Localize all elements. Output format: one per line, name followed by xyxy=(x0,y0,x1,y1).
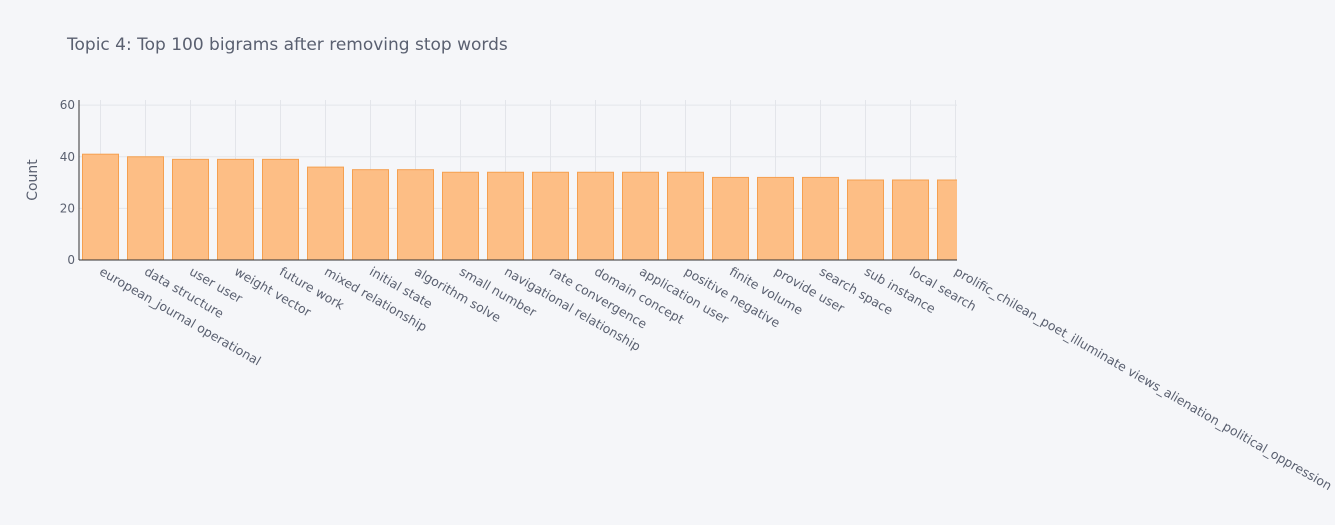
bar[interactable] xyxy=(892,179,929,260)
y-tick-label: 60 xyxy=(60,98,75,112)
bar[interactable] xyxy=(622,171,659,260)
bar[interactable] xyxy=(262,158,299,260)
bar[interactable] xyxy=(172,158,209,260)
y-tick-label: 20 xyxy=(60,201,75,215)
bar[interactable] xyxy=(712,176,749,260)
axes xyxy=(78,100,957,261)
bar[interactable] xyxy=(487,171,524,260)
bar[interactable] xyxy=(307,166,344,260)
bar[interactable] xyxy=(847,179,884,260)
y-tick-label: 0 xyxy=(67,253,75,267)
y-axis-title: Count xyxy=(25,159,41,201)
bar[interactable] xyxy=(802,176,839,260)
bar[interactable] xyxy=(127,156,164,260)
bar[interactable] xyxy=(352,169,389,260)
bars xyxy=(82,153,974,260)
bar[interactable] xyxy=(667,171,704,260)
bar[interactable] xyxy=(532,171,569,260)
y-tick-labels: 0 20 40 60 xyxy=(60,98,75,267)
bar[interactable] xyxy=(577,171,614,260)
bar[interactable] xyxy=(217,158,254,260)
bar[interactable] xyxy=(397,169,434,260)
bar[interactable] xyxy=(937,179,974,260)
bar[interactable] xyxy=(82,153,119,260)
bar[interactable] xyxy=(442,171,479,260)
y-tick-label: 40 xyxy=(60,150,75,164)
bar[interactable] xyxy=(757,176,794,260)
chart-title: Topic 4: Top 100 bigrams after removing … xyxy=(66,35,508,55)
x-tick-label: prolific_chilean_poet_illuminate views_a… xyxy=(952,264,1335,494)
